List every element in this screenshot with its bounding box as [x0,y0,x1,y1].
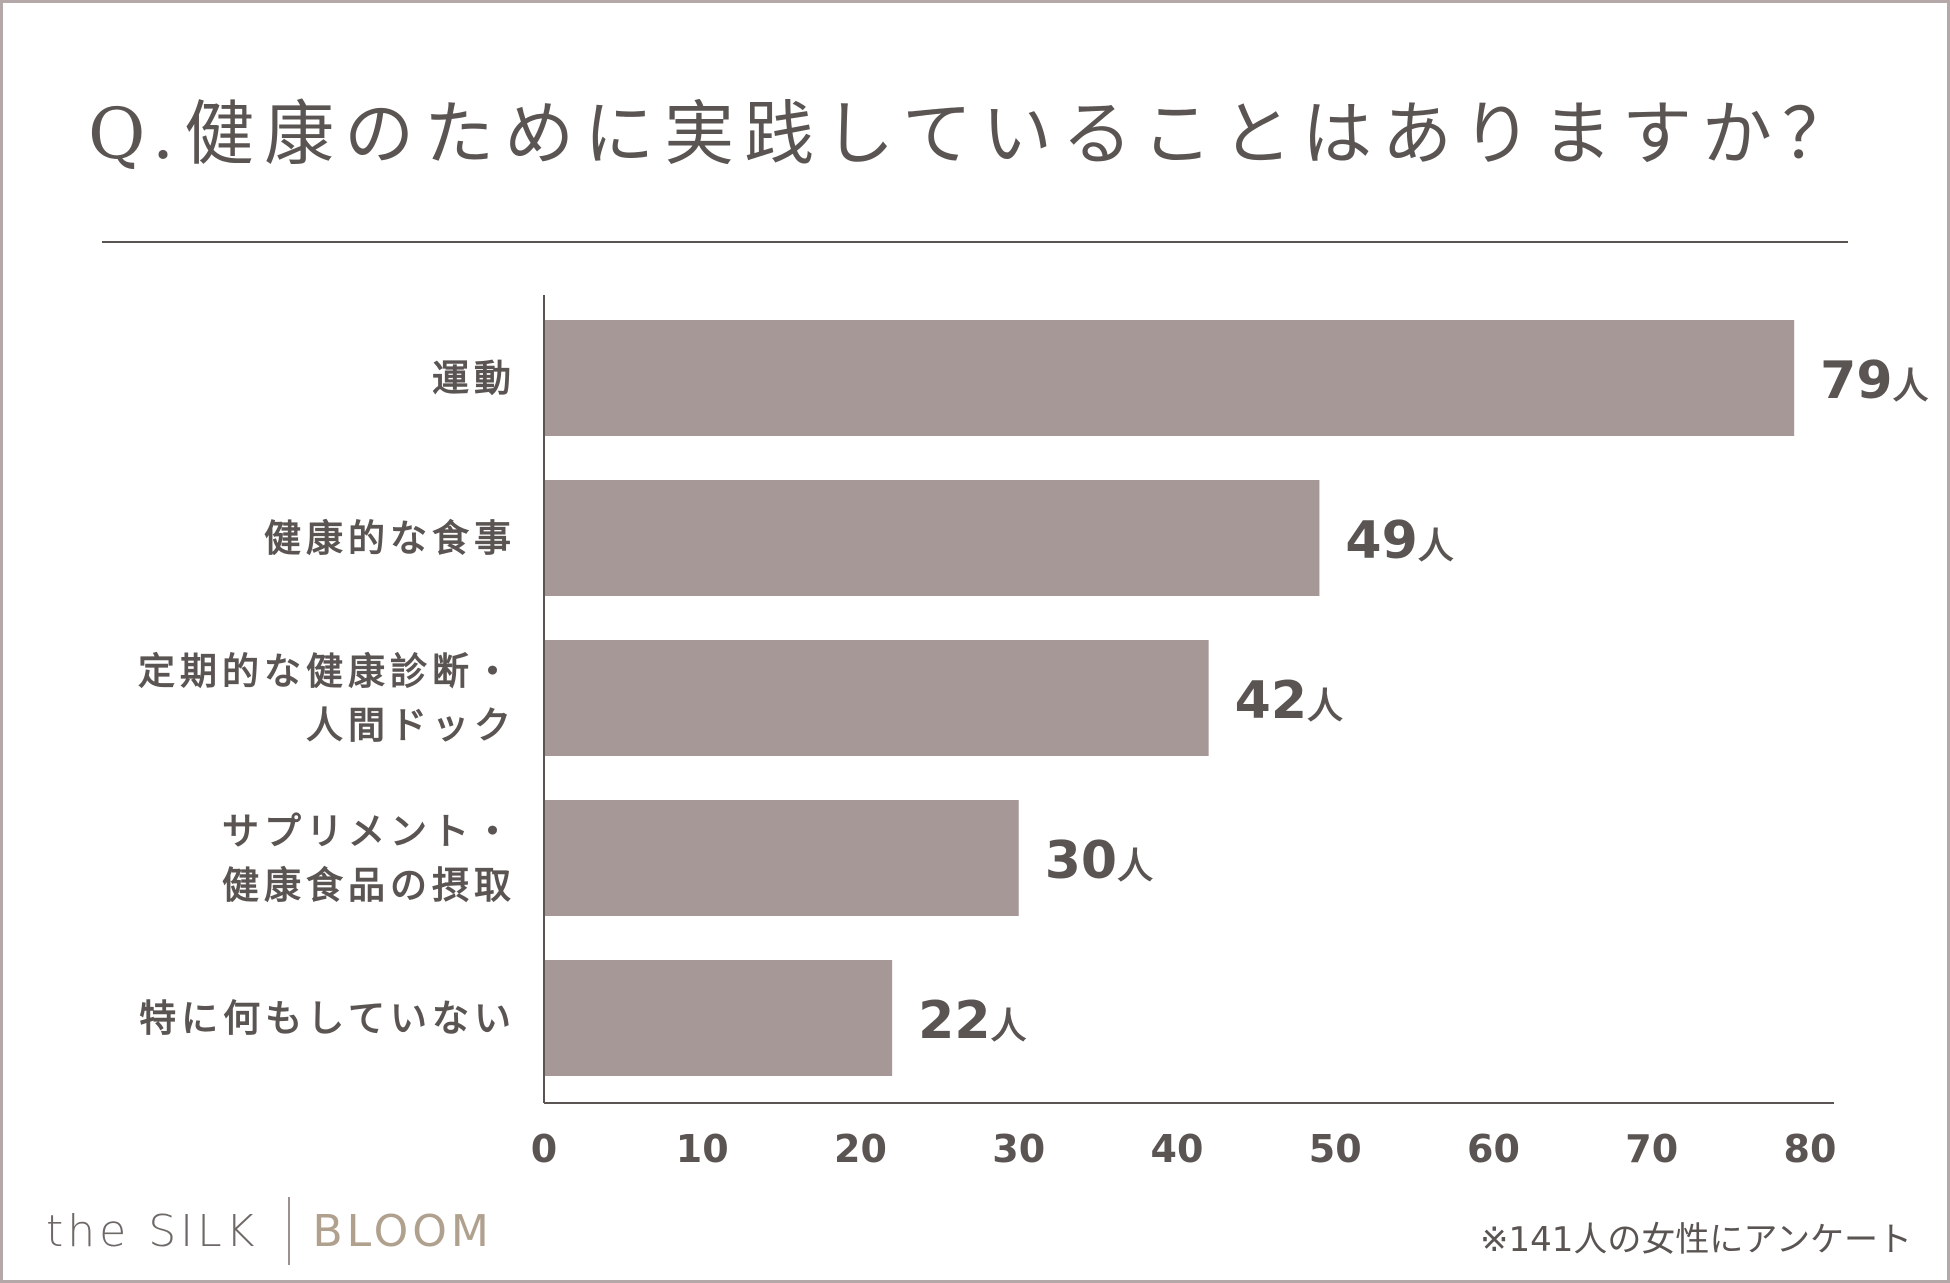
bar-1 [544,480,1320,596]
value-number-4: 22 [918,991,990,1051]
bar-4 [544,960,893,1076]
x-tick-label-8: 80 [1784,1127,1837,1171]
category-label-2-line-1: 人間ドック [306,704,516,747]
bar-2 [544,640,1209,756]
value-label-1: 49人 [1345,511,1453,571]
x-tick-label-6: 60 [1467,1127,1520,1171]
value-number-3: 30 [1045,831,1117,891]
x-tick-label-2: 20 [834,1127,887,1171]
bar-3 [544,800,1019,916]
x-tick-label-7: 70 [1625,1127,1678,1171]
x-tick-label-3: 30 [992,1127,1045,1171]
category-label-1: 健康的な食事 [264,517,516,560]
value-number-0: 79 [1820,351,1892,411]
value-number-1: 49 [1345,511,1417,571]
value-unit-1: 人 [1418,526,1454,567]
value-unit-4: 人 [991,1006,1027,1047]
value-number-2: 42 [1235,671,1307,731]
x-tick-label-1: 10 [676,1127,729,1171]
x-tick-label-0: 0 [531,1127,557,1171]
brand-logo: the SILK BLOOM [46,1196,493,1266]
category-label-4: 特に何もしていない [139,997,516,1040]
brand-name-left: the SILK [46,1205,259,1257]
value-unit-0: 人 [1893,366,1929,407]
category-label-2-line-0: 定期的な健康診断・ [138,650,516,693]
x-tick-label-4: 40 [1151,1127,1204,1171]
brand-name-right: BLOOM [312,1205,493,1257]
value-unit-3: 人 [1117,846,1153,887]
category-label-3-line-0: サプリメント・ [222,810,516,853]
category-label-0: 運動 [432,357,516,400]
value-label-0: 79人 [1820,351,1928,411]
bar-0 [544,320,1795,436]
value-label-3: 30人 [1045,831,1153,891]
title-divider [102,241,1848,243]
survey-footnote: ※141人の女性にアンケート [1479,1220,1912,1260]
value-unit-2: 人 [1307,686,1343,727]
brand-divider [288,1197,291,1265]
value-label-2: 42人 [1235,671,1343,731]
x-tick-label-5: 50 [1309,1127,1362,1171]
value-label-4: 22人 [918,991,1026,1051]
chart-title: Q.健康のために実践していることはありますか？ [87,93,1863,175]
category-label-3-line-1: 健康食品の摂取 [222,864,516,907]
